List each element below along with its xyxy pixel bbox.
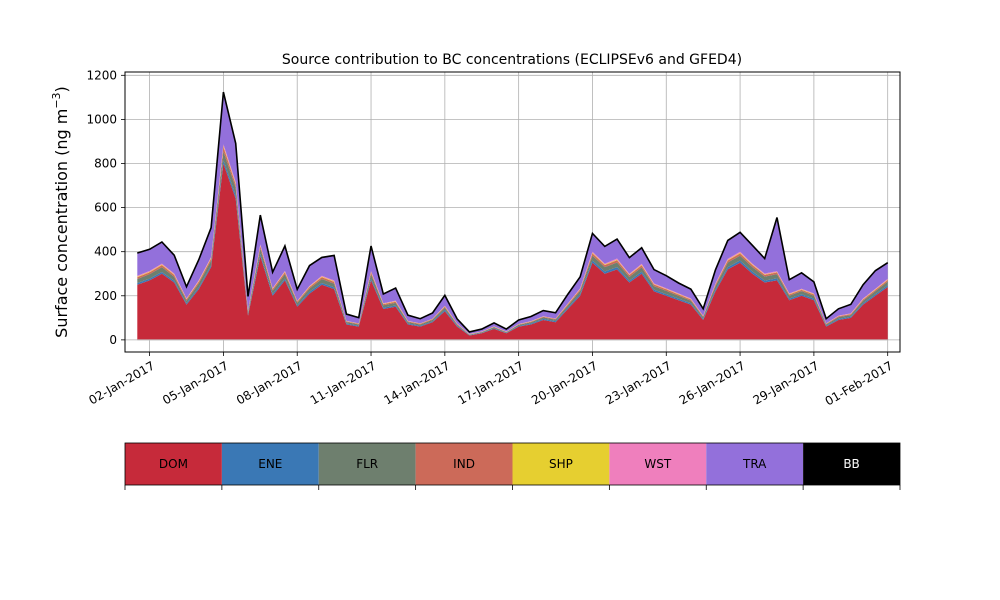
- legend-label-shp: SHP: [549, 457, 573, 471]
- x-tick-label: 02-Jan-2017: [86, 358, 157, 407]
- legend-label-tra: TRA: [742, 457, 767, 471]
- area-tra: [137, 93, 888, 334]
- legend-label-wst: WST: [644, 457, 671, 471]
- x-tick-label: 11-Jan-2017: [308, 358, 379, 407]
- legend-swatch-dom: [125, 443, 222, 485]
- plot-frame: [124, 71, 901, 353]
- x-tick-label: 05-Jan-2017: [160, 358, 231, 407]
- x-tick-label: 26-Jan-2017: [677, 358, 748, 407]
- legend-swatch-tra: [706, 443, 804, 485]
- chart-title: Source contribution to BC concentrations…: [282, 52, 742, 68]
- legend-label-flr: FLR: [356, 457, 378, 471]
- legend-swatch-flr: [318, 443, 416, 485]
- y-axis-label-exponent: −3: [50, 92, 63, 108]
- y-tick-label: 400: [94, 245, 117, 259]
- legend: DOM ENE FLR IND SHP WST TRA BB: [124, 442, 901, 490]
- x-tick-label: 17-Jan-2017: [455, 358, 526, 407]
- y-axis-label: Surface concentration (ng m−3): [50, 86, 71, 338]
- y-tick-label: 1000: [86, 112, 117, 126]
- area-dom: [137, 163, 888, 340]
- y-axis-label-suffix: ): [52, 86, 71, 92]
- y-ticks: 0 200 400 600 800 1000 1200: [86, 68, 125, 347]
- legend-swatch-wst: [609, 443, 707, 485]
- x-tick-label: 23-Jan-2017: [603, 358, 674, 407]
- x-ticks: 02-Jan-2017 05-Jan-2017 08-Jan-2017 11-Jan-…: [86, 352, 895, 408]
- x-tick-label: 08-Jan-2017: [234, 358, 305, 407]
- stacked-areas: [137, 91, 889, 341]
- x-tick-label: 14-Jan-2017: [382, 358, 453, 407]
- x-tick-label: 29-Jan-2017: [751, 358, 822, 407]
- legend-label-dom: DOM: [159, 457, 188, 471]
- y-tick-label: 1200: [86, 68, 117, 82]
- legend-swatch-ene: [221, 443, 319, 485]
- legend-swatch-ind: [415, 443, 513, 485]
- x-tick-label: 20-Jan-2017: [529, 358, 600, 407]
- y-tick-label: 800: [94, 156, 117, 170]
- y-axis-label-main: Surface concentration (ng m: [52, 109, 71, 338]
- legend-label-ene: ENE: [258, 457, 282, 471]
- y-tick-label: 200: [94, 289, 117, 303]
- legend-label-ind: IND: [453, 457, 475, 471]
- y-tick-label: 600: [94, 201, 117, 215]
- y-tick-label: 0: [109, 333, 117, 347]
- axes: [124, 71, 901, 353]
- x-tick-label: 01-Feb-2017: [823, 358, 896, 408]
- total-line: [137, 91, 889, 333]
- legend-label-bb: BB: [843, 457, 859, 471]
- legend-swatch-bb: [803, 443, 900, 485]
- legend-swatch-shp: [512, 443, 610, 485]
